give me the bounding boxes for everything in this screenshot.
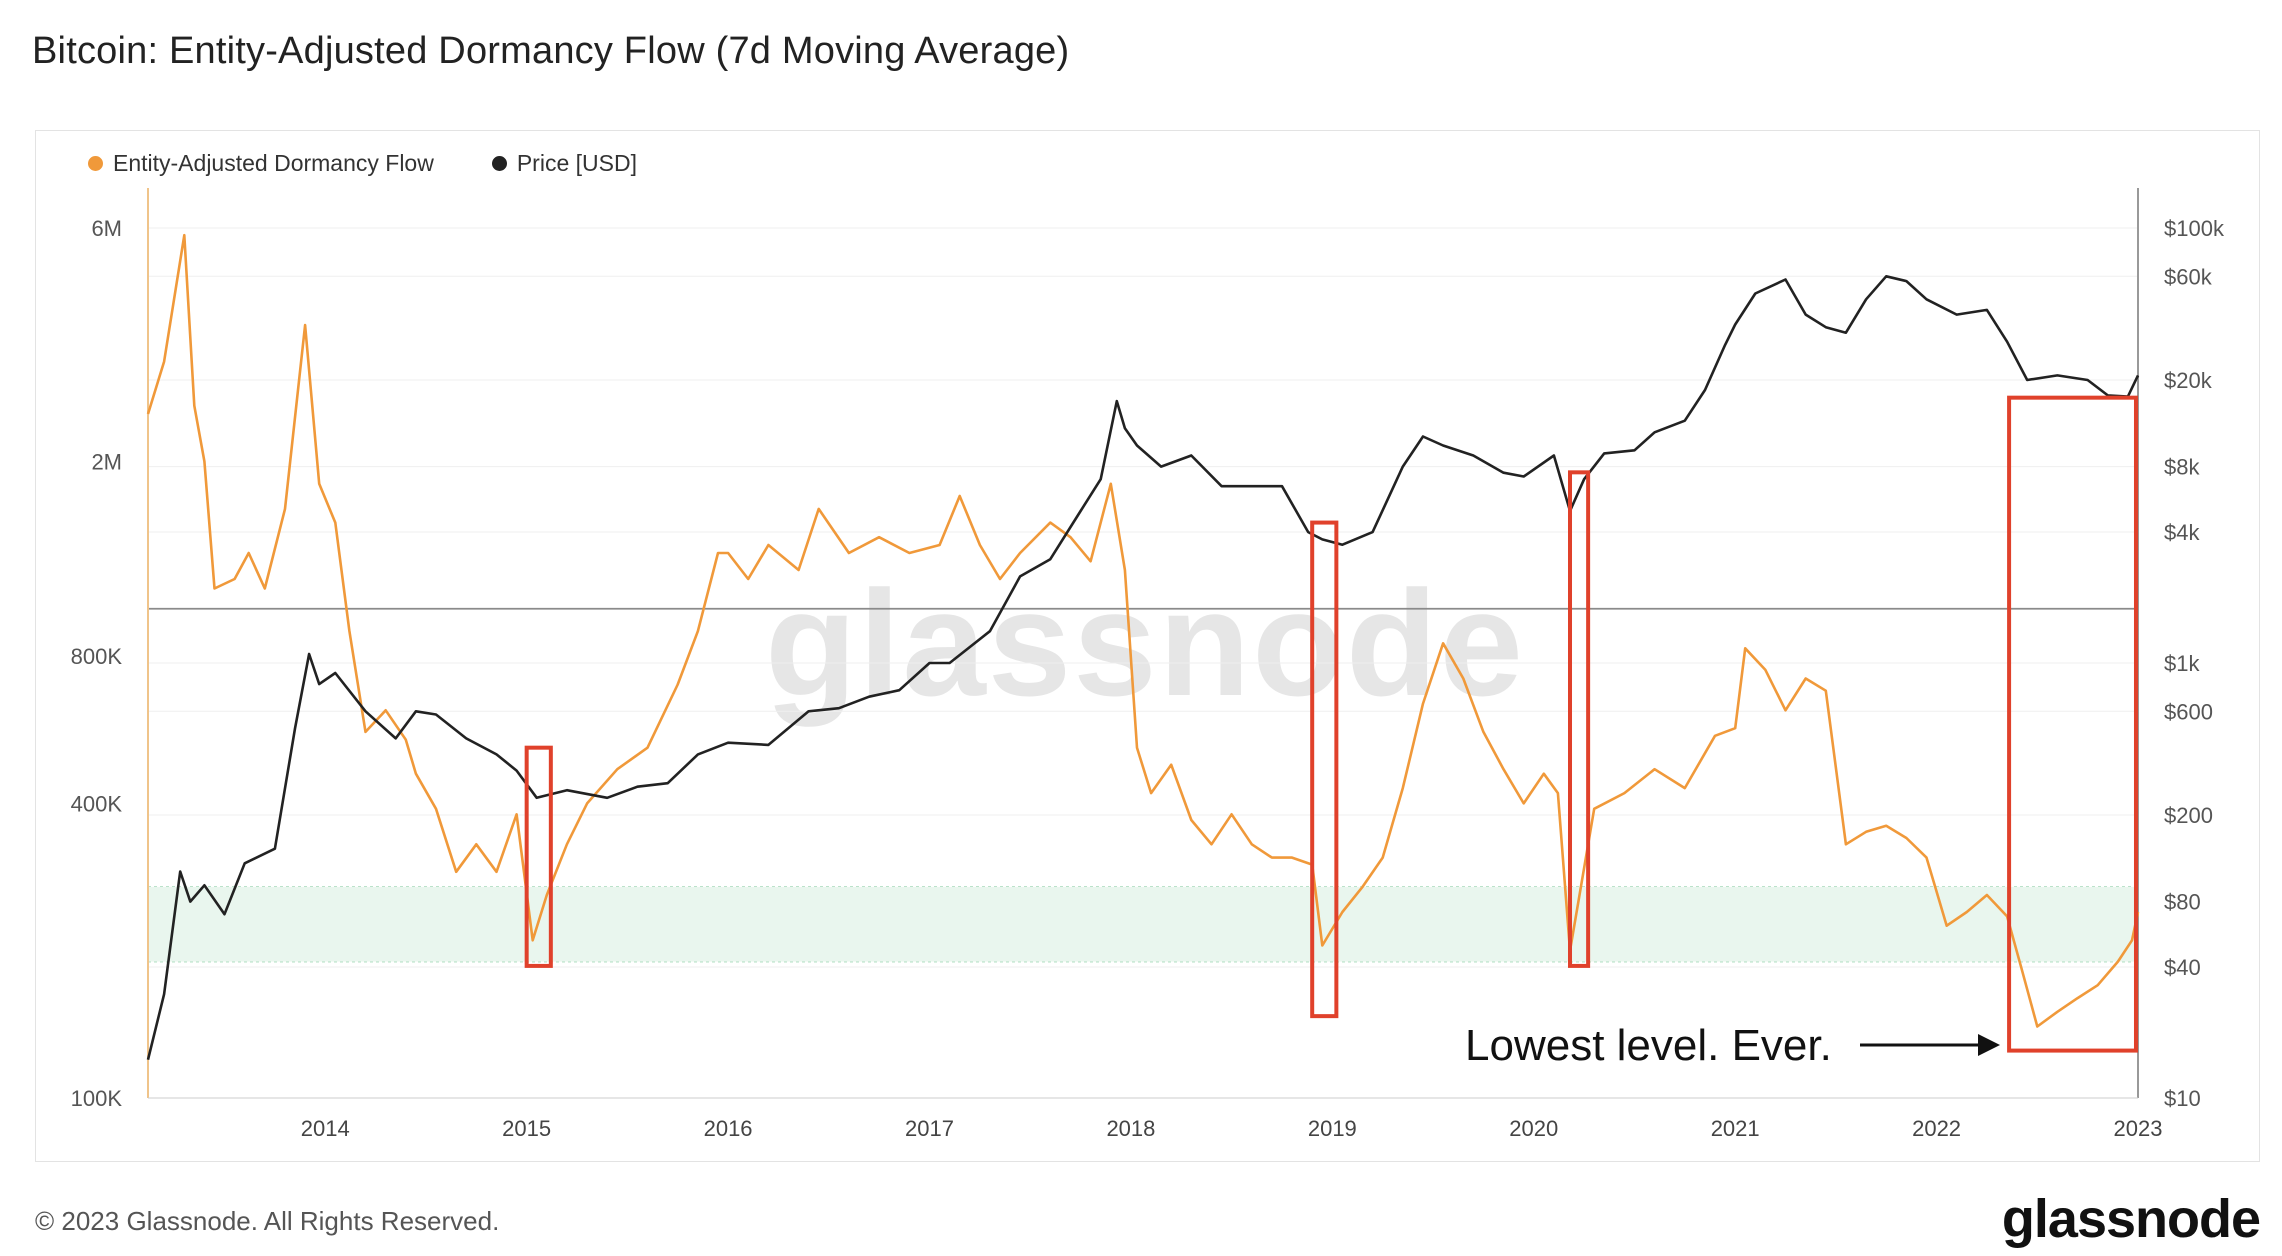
x-tick-label: 2019 <box>1308 1116 1357 1141</box>
x-tick-label: 2023 <box>2114 1116 2163 1141</box>
dormancy-flow-line <box>146 233 2140 1028</box>
grid-layer <box>148 227 2138 1099</box>
highlight-box <box>1568 470 1591 968</box>
legend-label-price: Price [USD] <box>516 150 637 176</box>
x-tick-label: 2018 <box>1106 1116 1155 1141</box>
right-tick-label: $40 <box>2164 955 2201 980</box>
legend-label-dormancy: Entity-Adjusted Dormancy Flow <box>113 150 434 176</box>
right-tick-label: $20k <box>2164 368 2213 393</box>
x-tick-label: 2014 <box>301 1116 350 1141</box>
brand-logo: glassnode <box>2001 1189 2261 1249</box>
left-tick-label: 800K <box>71 644 123 669</box>
legend-item-price[interactable]: Price [USD] <box>491 150 637 177</box>
right-tick-label: $200 <box>2164 803 2213 828</box>
chart-title: Bitcoin: Entity-Adjusted Dormancy Flow (… <box>32 30 1070 72</box>
left-tick-label: 400K <box>71 791 123 816</box>
left-tick-label: 6M <box>91 216 122 241</box>
legend: Entity-Adjusted Dormancy Flow Price [USD… <box>88 150 695 177</box>
legend-dot-dormancy <box>88 156 103 171</box>
left-tick-label: 100K <box>71 1086 123 1111</box>
x-tick-label: 2020 <box>1509 1116 1558 1141</box>
x-tick-label: 2015 <box>502 1116 551 1141</box>
copyright-text: © 2023 Glassnode. All Rights Reserved. <box>35 1206 500 1236</box>
x-tick-label: 2016 <box>704 1116 753 1141</box>
x-tick-label: 2022 <box>1912 1116 1961 1141</box>
axis-layer: 6M 2M 800K 400K 100K $100k $60k $20k $8k $4k $1k $6… <box>71 188 2225 1141</box>
annotation-text: Lowest level. Ever. <box>1465 1021 1832 1070</box>
price-line <box>146 275 2140 1061</box>
highlight-box <box>524 745 553 968</box>
legend-dot-price <box>491 156 507 171</box>
highlight-box <box>1310 520 1339 1019</box>
x-tick-label: 2021 <box>1711 1116 1760 1141</box>
right-tick-label: $8k <box>2164 455 2200 480</box>
highlight-box <box>2007 395 2138 1053</box>
low-band-zone <box>148 886 2138 962</box>
legend-item-dormancy[interactable]: Entity-Adjusted Dormancy Flow <box>88 150 434 177</box>
right-tick-label: $60k <box>2164 264 2213 289</box>
chart-card <box>35 130 2260 1162</box>
right-tick-label: $100k <box>2164 216 2225 241</box>
right-tick-label: $600 <box>2164 699 2213 724</box>
right-tick-label: $10 <box>2164 1086 2201 1111</box>
right-tick-label: $4k <box>2164 520 2200 545</box>
right-tick-label: $1k <box>2164 651 2200 676</box>
highlight-boxes <box>524 395 2138 1053</box>
annotation-arrow-head <box>1978 1034 2000 1056</box>
annotation-arrow <box>1860 1034 2000 1056</box>
x-tick-label: 2017 <box>905 1116 954 1141</box>
watermark-text: glassnode <box>765 559 1525 727</box>
left-tick-label: 2M <box>91 449 122 474</box>
right-tick-label: $80 <box>2164 890 2201 915</box>
